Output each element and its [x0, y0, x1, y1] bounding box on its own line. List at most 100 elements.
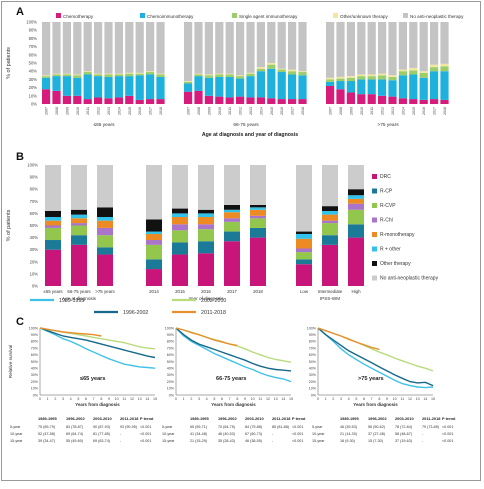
x-tick-label: 2011 [86, 107, 90, 115]
table-cell: 46 (38-55) [245, 439, 262, 443]
bar-segment-r-cp [322, 235, 338, 245]
x-tick-label: High [351, 289, 361, 294]
bar-segment-chemoimmunotherapy [367, 79, 376, 95]
table-cell: 21 (15-29) [190, 439, 207, 443]
y-tick-label: 40% [167, 367, 175, 371]
bar-segment-other-unknown-therapy [135, 72, 144, 74]
bar-segment-chemoimmunotherapy [346, 81, 355, 93]
x-tick-label: 8 [236, 397, 238, 401]
bar-segment-other-unknown-therapy [419, 71, 428, 73]
bar-segment-chemoimmunotherapy [184, 83, 193, 92]
bar-segment-no-anti-neoplastic-therapy [225, 22, 234, 74]
x-axis-title: Years from diagnosis [211, 402, 256, 407]
table-cell: 18 (9-30) [340, 439, 355, 443]
bar-segment-drc [45, 249, 61, 286]
x-tick-label: 2015 [270, 107, 274, 115]
x-tick-label: 14 [281, 397, 285, 401]
y-tick-label: 30% [30, 247, 39, 252]
bar-segment-r-monotherapy [45, 220, 61, 226]
y-tick-label: 30% [29, 77, 38, 82]
table-cell: 21 (14-30) [340, 432, 357, 436]
x-tick-label: 2008 [339, 107, 343, 115]
bar-segment-no-anti-neoplastic-therapy [348, 165, 364, 190]
bar-segment-chemotherapy [73, 95, 82, 104]
y-tick-label: 20% [309, 380, 317, 384]
bar-segment-no-anti-neoplastic-therapy [256, 22, 265, 68]
bar-segment-no-anti-neoplastic-therapy [267, 22, 276, 63]
bar-segment-single-agent-immunotherapy [267, 64, 276, 69]
table-header: 2011-2018 [422, 416, 441, 421]
y-tick-label: 60% [309, 353, 317, 357]
y-tick-label: 80% [167, 340, 175, 344]
x-axis-title: Age at diagnosis and year of diagnosis [202, 132, 298, 138]
panel-label-a: A [16, 6, 24, 18]
bar-segment-no-anti-neoplastic-therapy [346, 22, 355, 77]
bar-segment-r-chl [97, 227, 113, 236]
bar-segment-r-monotherapy [97, 220, 113, 228]
bar-segment-chemoimmunotherapy [277, 72, 286, 100]
y-tick-label: 50% [31, 360, 39, 364]
table-cell: 37 (27-48) [368, 432, 385, 436]
y-tick-label: 10% [309, 387, 317, 391]
bar-segment-other-therapy [296, 231, 312, 234]
bar-segment-no-anti-neoplastic-therapy [71, 165, 87, 210]
bar-segment-r-monotherapy [71, 218, 87, 224]
group-label: Year of diagnosis [188, 296, 224, 301]
table-cell: 41 (34-48) [190, 432, 207, 436]
bar-segment-r-cp [250, 227, 266, 238]
x-tick-label: 2 [332, 397, 334, 401]
legend-label-1989-1995: 1989-1995 [59, 298, 84, 304]
y-axis-title: Relative survival [8, 345, 13, 378]
bar-segment-drc [322, 244, 338, 286]
bar-segment-chemotherapy [246, 97, 255, 104]
bar-segment-no-anti-neoplastic-therapy [42, 22, 51, 76]
bar-segment-chemoimmunotherapy [298, 75, 307, 100]
bar-segment-chemoimmunotherapy [430, 71, 439, 100]
table-cell: 58 (48-67) [395, 432, 412, 436]
bar-segment-chemoimmunotherapy [256, 71, 265, 98]
bar-segment-r-cp [198, 241, 214, 254]
survival-line-1989-1995 [175, 327, 292, 383]
y-tick-label: 60% [30, 211, 39, 216]
x-tick-label: 2016 [201, 289, 211, 294]
bar-segment-r-other [172, 213, 188, 218]
bar-segment-single-agent-immunotherapy [194, 74, 203, 77]
bar-segment-single-agent-immunotherapy [346, 77, 355, 82]
y-tick-label: 10% [31, 387, 39, 391]
bar-segment-no-anti-neoplastic-therapy [146, 165, 162, 220]
x-tick-label: 2013 [249, 107, 253, 115]
legend-swatch-r-cvp [372, 203, 377, 208]
bar-segment-r-monotherapy [198, 217, 214, 225]
legend-label-chemoimmunotherapy: Chemoimmunotherapy [147, 14, 194, 19]
y-tick-label: 60% [31, 353, 39, 357]
bar-segment-chemoimmunotherapy [225, 76, 234, 98]
bar-segment-single-agent-immunotherapy [225, 74, 234, 77]
bar-segment-r-chl [250, 215, 266, 219]
table-cell: - [120, 432, 122, 436]
x-tick-label: 2014 [401, 107, 405, 115]
legend-label-r-chl: R-Chl [380, 218, 393, 224]
x-tick-label: 2018 [253, 289, 263, 294]
legend-label-other-therapy: Other therapy [380, 261, 411, 267]
x-tick-label: 15 [431, 397, 435, 401]
y-tick-label: 80% [309, 340, 317, 344]
table-cell: <0.001 [292, 432, 303, 436]
bar-segment-chemoimmunotherapy [156, 76, 165, 100]
bar-segment-no-anti-neoplastic-therapy [236, 22, 245, 76]
bar-segment-no-anti-neoplastic-therapy [62, 22, 71, 74]
x-tick-label: 2017 [227, 289, 237, 294]
x-tick-label: 6 [221, 397, 223, 401]
bar-segment-no-anti-neoplastic-therapy [288, 22, 297, 70]
x-tick-label: 2008 [197, 107, 201, 115]
bar-segment-r-cp [71, 235, 87, 245]
bar-segment-single-agent-immunotherapy [94, 74, 103, 77]
bar-segment-r-cp [348, 224, 364, 238]
bar-segment-drc [71, 244, 87, 286]
table-header: 1989-1995 [190, 416, 209, 421]
y-tick-label: 70% [30, 199, 39, 204]
bar-segment-chemoimmunotherapy [104, 76, 113, 99]
group-label: >75 years [377, 122, 399, 128]
bar-segment-no-anti-neoplastic-therapy [388, 22, 397, 76]
x-tick-label: 0 [175, 397, 177, 401]
